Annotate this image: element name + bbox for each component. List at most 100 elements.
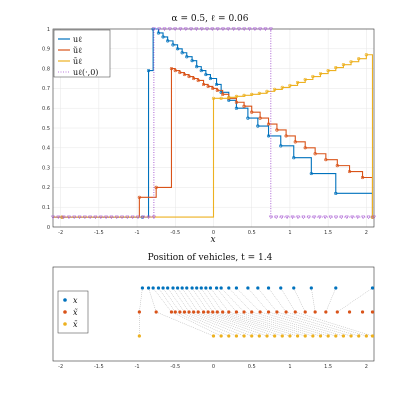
bottom-point-1-24 bbox=[313, 310, 317, 314]
bottom-x-tick-5: 0.5 bbox=[248, 364, 256, 370]
top-series-3-marker-0-15 bbox=[130, 215, 135, 220]
bottom-point-0-13 bbox=[204, 286, 208, 290]
bottom-point-2-20 bbox=[357, 334, 361, 338]
top-series-1-point-7 bbox=[187, 74, 191, 79]
top-series-0-point-18 bbox=[227, 98, 231, 102]
bottom-chart-title: Position of vehicles, t = 1.4 bbox=[148, 253, 273, 263]
top-series-1-point-12 bbox=[211, 86, 215, 90]
bottom-point-0-23 bbox=[292, 286, 296, 290]
top-series-1-point-8 bbox=[192, 76, 196, 81]
top-series-3-marker-2-15 bbox=[350, 215, 355, 220]
bottom-point-1-9 bbox=[201, 310, 206, 314]
legend-label-u-bar: ūℓ bbox=[73, 57, 82, 66]
bottom-link-1-9 bbox=[203, 311, 275, 337]
bottom-point-1-19 bbox=[266, 310, 271, 314]
top-series-3-marker-2-13 bbox=[339, 215, 344, 220]
bottom-point-0-1 bbox=[146, 286, 151, 290]
top-series-0-point-9 bbox=[180, 51, 184, 55]
top-y-tick-5: 0.5 bbox=[42, 126, 50, 132]
top-series-3-marker-1-0 bbox=[151, 27, 156, 32]
bottom-point-1-27 bbox=[347, 310, 352, 314]
top-series-1-point-11 bbox=[206, 84, 210, 89]
top-x-tick-8: 2 bbox=[365, 230, 368, 236]
top-series-3-marker-1-16 bbox=[236, 27, 241, 32]
top-series-2-point-15 bbox=[318, 71, 323, 76]
top-series-1-point-25 bbox=[313, 152, 317, 156]
top-series-3-marker-1-5 bbox=[178, 27, 183, 32]
top-series-3-marker-1-19 bbox=[252, 27, 257, 32]
top-series-2-point-13 bbox=[303, 77, 307, 82]
legend-label-u-tilde: ũℓ bbox=[73, 46, 82, 55]
top-series-1-point-1 bbox=[137, 195, 141, 199]
top-series-3-marker-2-2 bbox=[279, 215, 284, 220]
top-series-0-point-8 bbox=[175, 47, 180, 51]
bottom-point-2-10 bbox=[280, 334, 284, 338]
bottom-point-1-10 bbox=[206, 310, 210, 314]
bottom-point-0-2 bbox=[151, 286, 155, 290]
bottom-point-0-10 bbox=[190, 286, 194, 290]
top-series-3-marker-1-11 bbox=[210, 27, 215, 32]
top-series-0-point-10 bbox=[185, 55, 189, 59]
bottom-point-0-4 bbox=[161, 286, 165, 290]
bottom-point-0-0 bbox=[140, 286, 145, 290]
top-series-0-point-12 bbox=[195, 65, 199, 69]
top-series-1-point-23 bbox=[293, 140, 297, 144]
bottom-point-2-7 bbox=[257, 334, 261, 338]
top-series-1-point-26 bbox=[324, 158, 328, 162]
bottom-link-0-21 bbox=[268, 287, 287, 313]
top-series-3-marker-2-6 bbox=[301, 215, 306, 220]
top-series-3-marker-0-8 bbox=[93, 215, 98, 220]
bottom-point-1-22 bbox=[293, 310, 297, 314]
top-series-3-marker-1-2 bbox=[162, 27, 167, 32]
top-series-1-point-5 bbox=[178, 70, 182, 75]
top-series-3-marker-1-15 bbox=[231, 27, 236, 32]
top-series-0-point-15 bbox=[208, 76, 213, 81]
bottom-link-1-18 bbox=[260, 311, 344, 337]
top-y-tick-labels: 0 0.1 0.2 0.3 0.4 0.5 0.6 0.7 0.8 0.9 1 bbox=[42, 27, 50, 231]
bottom-point-0-12 bbox=[199, 286, 203, 290]
top-series-1-point-17 bbox=[242, 104, 246, 108]
top-series-markers-1 bbox=[60, 66, 375, 219]
bottom-point-2-21 bbox=[364, 334, 368, 338]
bottom-point-0-15 bbox=[214, 286, 219, 290]
legend-label-x-bar: x̄ bbox=[73, 320, 78, 329]
bottom-point-2-22 bbox=[370, 334, 375, 338]
top-series-0-point-16 bbox=[214, 82, 219, 87]
bottom-point-2-2 bbox=[219, 334, 223, 338]
bottom-link-0-10 bbox=[191, 287, 209, 313]
top-series-0-point-13 bbox=[199, 68, 203, 73]
bottom-vehicle-links bbox=[139, 287, 373, 337]
bottom-link-0-24 bbox=[311, 287, 316, 313]
top-x-tick-4: 0 bbox=[212, 230, 215, 236]
top-series-3-marker-1-4 bbox=[173, 27, 178, 32]
bottom-point-2-6 bbox=[250, 334, 254, 338]
legend-label-x-tilde: x̃ bbox=[73, 308, 78, 317]
top-series-3-marker-1-21 bbox=[263, 27, 268, 32]
top-series-0-point-25 bbox=[309, 171, 313, 176]
top-series-1-point-6 bbox=[182, 72, 187, 77]
bottom-point-2-18 bbox=[341, 334, 346, 338]
bottom-point-0-26 bbox=[370, 286, 375, 290]
bottom-link-1-11 bbox=[212, 311, 290, 337]
top-series-2-point-18 bbox=[341, 63, 346, 67]
top-series-3-marker-0-10 bbox=[104, 215, 109, 220]
bottom-point-1-1 bbox=[154, 310, 158, 314]
top-series-2-point-11 bbox=[288, 83, 292, 88]
bottom-x-tick-6: 1 bbox=[288, 364, 291, 370]
top-series-2-point-19 bbox=[349, 60, 353, 64]
top-series-group bbox=[50, 27, 377, 220]
bottom-point-2-3 bbox=[227, 334, 231, 338]
bottom-link-0-25 bbox=[325, 287, 336, 313]
bottom-point-1-16 bbox=[242, 310, 246, 314]
top-series-0-point-14 bbox=[204, 72, 208, 77]
top-y-tick-1: 0.1 bbox=[42, 205, 50, 211]
bottom-plot-frame bbox=[52, 266, 375, 362]
top-series-2-point-10 bbox=[280, 85, 284, 90]
top-x-tick-labels: -2 -1.5 -1 -0.5 0 0.5 1 1.5 2 bbox=[58, 230, 368, 236]
bottom-point-2-9 bbox=[273, 334, 277, 338]
bottom-point-2-12 bbox=[295, 334, 300, 338]
top-series-3-marker-0-17 bbox=[141, 215, 146, 220]
top-x-axis-label: x bbox=[210, 235, 215, 245]
top-series-2-point-17 bbox=[334, 66, 338, 70]
top-series-3-marker-2-7 bbox=[306, 215, 311, 220]
